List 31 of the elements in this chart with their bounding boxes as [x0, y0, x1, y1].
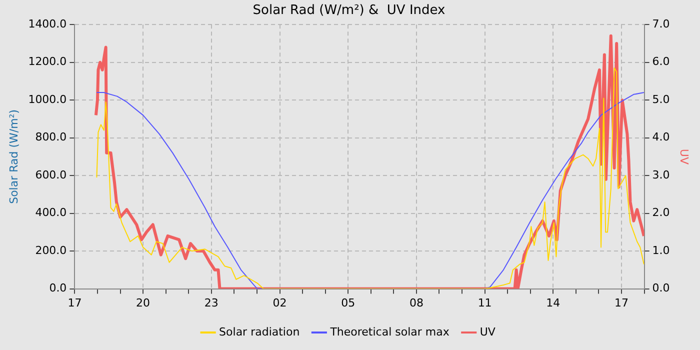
y-tick-label: 1400.0: [28, 17, 67, 30]
y2-tick-label: 2.0: [652, 206, 670, 220]
y2-tick-label: 6.0: [652, 55, 670, 68]
x-tick-label: 08: [409, 296, 424, 310]
y-tick-label: 800.0: [35, 130, 67, 144]
y-tick-label: 1200.0: [28, 55, 67, 68]
legend-label: Solar radiation: [219, 325, 300, 338]
y-tick-label: 400.0: [35, 206, 67, 220]
y2-tick-label: 1.0: [652, 244, 670, 257]
legend-label: UV: [480, 325, 496, 338]
y2-axis-title: UV: [678, 148, 691, 165]
x-tick-label: 23: [204, 296, 218, 310]
x-tick-label: 11: [478, 296, 492, 310]
y-tick-label: 200.0: [35, 244, 67, 257]
chart-title: Solar Rad (W/m²) & UV Index: [252, 3, 446, 18]
y-tick-label: 600.0: [35, 168, 67, 182]
x-tick-label: 05: [341, 296, 356, 310]
x-tick-label: 02: [272, 296, 287, 310]
x-tick-label: 17: [614, 296, 629, 310]
y2-tick-label: 7.0: [652, 17, 670, 30]
y2-tick-label: 5.0: [652, 92, 670, 106]
x-tick-label: 14: [546, 296, 560, 310]
x-tick-label: 20: [136, 296, 150, 310]
y2-tick-label: 4.0: [652, 130, 670, 144]
y-axis-title: Solar Rad (W/m²): [7, 109, 20, 204]
y-tick-label: 1000.0: [28, 92, 67, 106]
y-tick-label: 0.0: [49, 282, 67, 295]
x-tick-label: 17: [68, 296, 82, 310]
y2-tick-label: 3.0: [652, 168, 670, 182]
y2-tick-label: 0.0: [652, 282, 670, 295]
legend-label: Theoretical solar max: [329, 325, 450, 338]
